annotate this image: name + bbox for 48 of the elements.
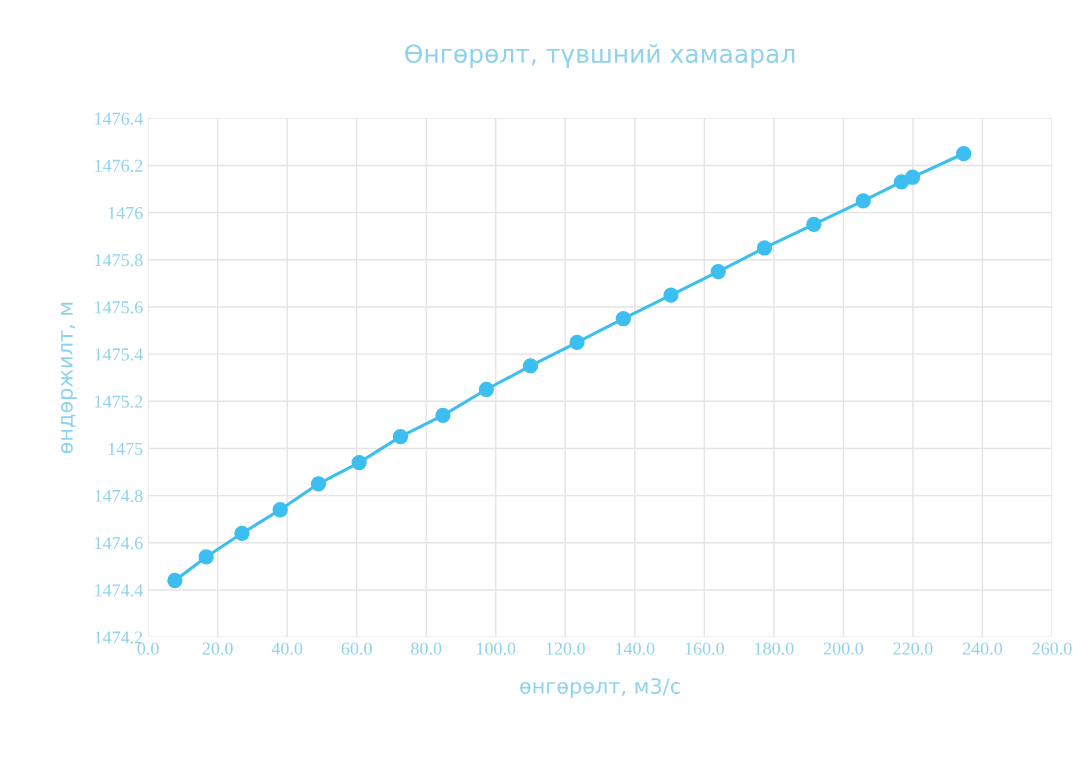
- y-tick-label: 1476.2: [95, 159, 143, 172]
- y-tick-label: 1476: [108, 206, 143, 220]
- y-tick-label: 1474.4: [95, 584, 143, 597]
- point: [392, 429, 409, 445]
- x-tick-label: 220.0: [893, 642, 933, 655]
- x-tick-label: 200.0: [823, 642, 864, 655]
- x-tick-label: 140.0: [616, 642, 655, 655]
- x-tick-label: 180.0: [755, 642, 794, 655]
- y-tick-label: 1475.4: [95, 348, 143, 361]
- y-axis-title: өндөржилт, м: [60, 302, 77, 454]
- x-tick-label: 20.0: [202, 642, 233, 655]
- x-tick-label: 100.0: [477, 642, 516, 655]
- point: [855, 193, 871, 209]
- y-tick-label: 1475.2: [95, 395, 143, 408]
- y-tick-label: 1474.6: [95, 537, 143, 550]
- point: [351, 454, 367, 471]
- point: [710, 263, 726, 280]
- point: [167, 572, 183, 589]
- x-tick-label: 40.0: [271, 642, 303, 655]
- point: [522, 358, 539, 374]
- y-tick-label: 1474.8: [95, 489, 143, 503]
- x-tick-label: 240.0: [962, 642, 1003, 655]
- point: [904, 169, 921, 185]
- point: [310, 476, 327, 492]
- point: [956, 146, 972, 162]
- y-tick-label: 1475: [108, 442, 143, 455]
- point: [435, 407, 451, 424]
- y-tick-label: 1475.8: [95, 254, 143, 267]
- point: [663, 287, 679, 303]
- x-tick-label: 160.0: [685, 642, 724, 655]
- point: [615, 311, 631, 327]
- point: [569, 334, 585, 350]
- point: [478, 381, 494, 398]
- x-axis-title: өнгөрөлт, м3/с: [520, 678, 680, 698]
- x-tick-label: 0.0: [137, 642, 159, 655]
- y-tick-label: 1474.2: [95, 631, 143, 644]
- y-tick-label: 1475.6: [95, 301, 143, 314]
- y-tick-label: 1476.4: [95, 112, 143, 125]
- point: [756, 240, 773, 256]
- x-tick-label: 260.0: [1032, 642, 1072, 655]
- point: [272, 502, 288, 518]
- point: [234, 525, 250, 541]
- x-tick-label: 120.0: [546, 642, 585, 655]
- x-tick-label: 60.0: [341, 642, 372, 655]
- x-tick-label: 80.0: [411, 642, 442, 655]
- point: [198, 549, 214, 565]
- point: [806, 216, 822, 233]
- chart-title: Өнгөрөлт, түвшний хамаарал: [405, 43, 795, 68]
